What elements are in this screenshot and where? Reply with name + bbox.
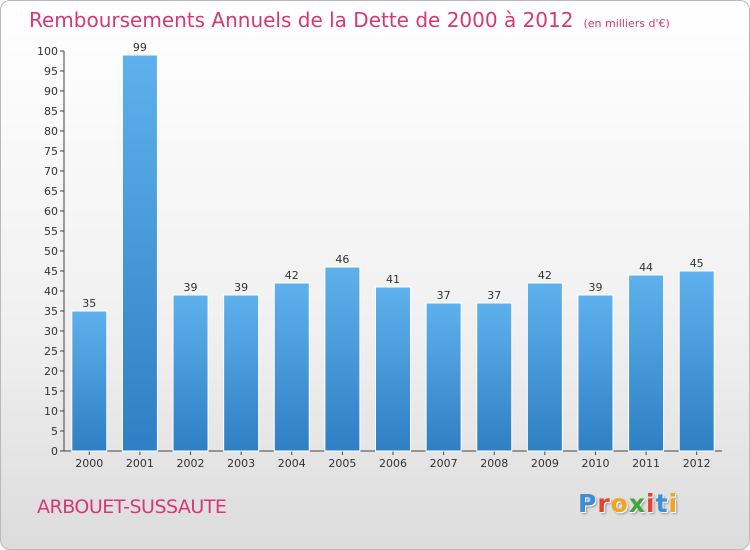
bar-value-label: 42	[538, 269, 552, 282]
chart-title-text: Remboursements Annuels de la Dette de 20…	[29, 8, 574, 32]
logo-letter: i	[646, 489, 656, 518]
bar-2007	[425, 302, 462, 452]
y-tick-label: 35	[44, 305, 58, 318]
y-tick-label: 30	[44, 325, 58, 338]
bar-2009	[526, 282, 563, 452]
y-tick-label: 40	[44, 285, 58, 298]
y-tick-label: 55	[44, 225, 58, 238]
logo-letter: o	[610, 489, 629, 518]
bar-2008	[476, 302, 513, 452]
bars: 35 99 39 39 42 46 41 37 37 42 39 44 45	[71, 41, 715, 452]
bar-2005	[324, 266, 361, 452]
y-tick-label: 85	[44, 105, 58, 118]
bar-2012	[678, 270, 715, 452]
logo-letter: i	[668, 489, 679, 518]
y-tick-label: 70	[44, 165, 58, 178]
logo-letter: t	[655, 489, 669, 518]
bar-2004	[273, 282, 310, 452]
bar-2000	[71, 310, 108, 452]
x-tick-label: 2005	[328, 457, 356, 470]
bar-2002	[172, 294, 209, 452]
x-tick-label: 2007	[430, 457, 458, 470]
logo-letter: P	[578, 489, 598, 518]
bar-value-label: 35	[82, 297, 96, 310]
y-tick-label: 75	[44, 145, 58, 158]
bar-2006	[375, 286, 411, 452]
bar-value-label: 99	[133, 41, 147, 54]
y-tick-label: 0	[51, 445, 58, 458]
x-tick-label: 2004	[278, 457, 306, 470]
y-tick-label: 95	[44, 65, 58, 78]
y-tick-label: 60	[44, 205, 58, 218]
y-tick-label: 90	[44, 85, 58, 98]
bar-value-label: 44	[639, 261, 653, 274]
logo-letter: r	[597, 489, 611, 518]
bar-value-label: 46	[335, 253, 349, 266]
chart-title: Remboursements Annuels de la Dette de 20…	[29, 8, 670, 32]
bar-2003	[223, 294, 260, 452]
x-tick-label: 2000	[75, 457, 103, 470]
bar-value-label: 39	[234, 281, 248, 294]
x-tick-label: 2011	[632, 457, 660, 470]
bar-value-label: 37	[487, 289, 501, 302]
x-tick-label: 2003	[227, 457, 255, 470]
y-tick-label: 25	[44, 345, 58, 358]
bar-value-label: 37	[437, 289, 451, 302]
y-tick-label: 20	[44, 365, 58, 378]
x-axis: 2000 2001 2002 2003 2004 2005 2006 2007 2008 2009…	[64, 450, 722, 470]
x-tick-label: 2006	[379, 457, 407, 470]
y-tick-label: 45	[44, 265, 58, 278]
bar-value-label: 39	[184, 281, 198, 294]
y-tick-label: 100	[37, 45, 58, 58]
y-tick-label: 80	[44, 125, 58, 138]
logo-letter: x	[628, 489, 646, 518]
x-tick-label: 2002	[177, 457, 205, 470]
y-tick-label: 10	[44, 405, 58, 418]
bar-2011	[628, 274, 665, 452]
proxiti-logo[interactable]: Proxiti	[578, 489, 678, 518]
y-axis: 0 5 10 15 20 25 30 35 40 45 50 55 60 65 70 75 80 85 90 95 10…	[37, 45, 65, 458]
x-tick-label: 2010	[581, 457, 609, 470]
bar-2001	[121, 54, 158, 452]
bar-value-label: 45	[690, 257, 704, 270]
commune-name: ARBOUET-SUSSAUTE	[37, 496, 227, 518]
y-tick-label: 5	[51, 425, 58, 438]
bar-value-label: 39	[588, 281, 602, 294]
chart-subtitle: (en milliers d'€)	[583, 17, 670, 30]
y-tick-label: 15	[44, 385, 58, 398]
y-tick-label: 50	[44, 245, 58, 258]
bar-value-label: 42	[285, 269, 299, 282]
bar-value-label: 41	[386, 273, 400, 286]
x-tick-label: 2009	[531, 457, 559, 470]
y-tick-label: 65	[44, 185, 58, 198]
bar-2010	[577, 294, 614, 452]
x-tick-label: 2008	[480, 457, 508, 470]
x-tick-label: 2012	[683, 457, 711, 470]
x-tick-label: 2001	[126, 457, 154, 470]
